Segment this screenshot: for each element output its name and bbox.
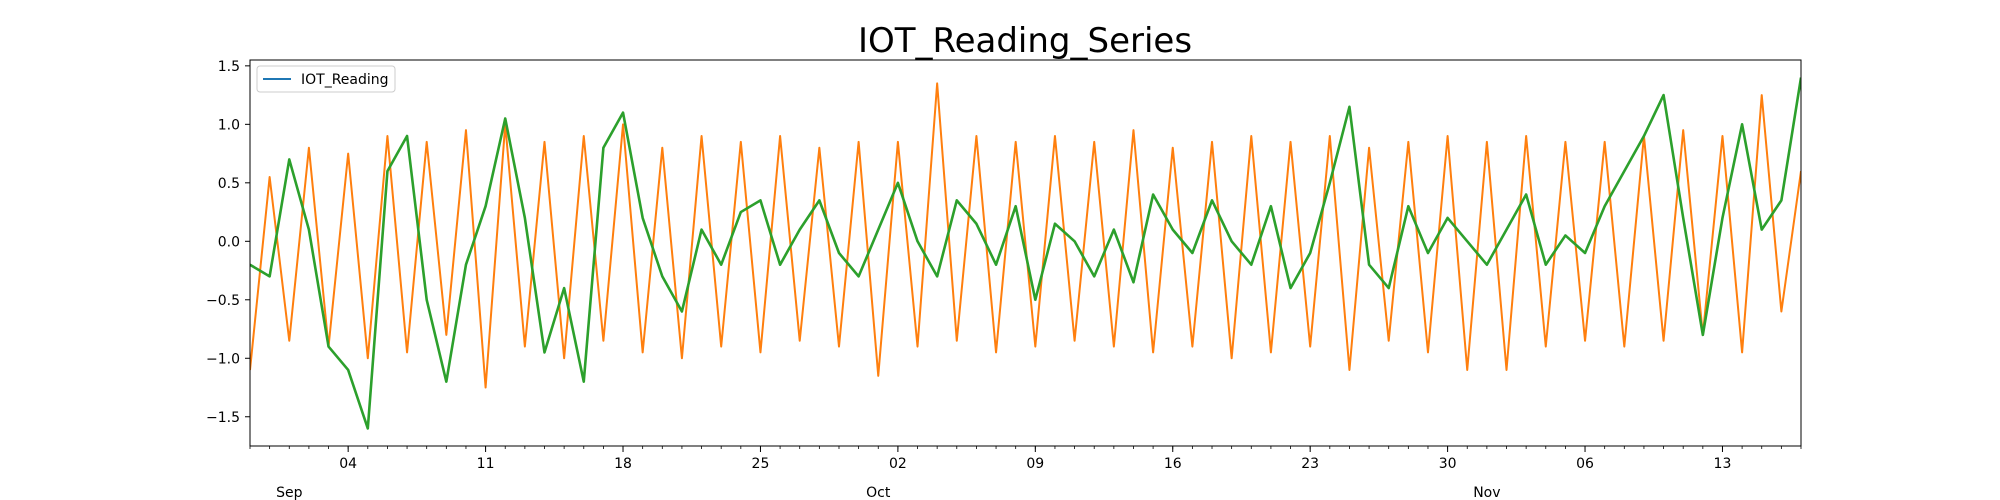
legend-label-iot-reading: IOT_Reading: [301, 72, 389, 88]
x-major-tick-label: Nov: [1473, 485, 1500, 500]
y-tick-label: −1.5: [206, 410, 240, 426]
axes-frame: [249, 59, 1802, 447]
x-tick-label: 23: [1301, 456, 1319, 472]
series-line-2: [250, 77, 1801, 430]
legend-box: [256, 65, 396, 93]
series-line-1: [250, 82, 1801, 389]
x-tick-label: 25: [752, 456, 770, 472]
y-tick-label: 0.5: [218, 176, 240, 192]
y-tick-label: 1.5: [218, 59, 240, 75]
x-tick-label: 09: [1026, 456, 1044, 472]
y-tick-label: 0.0: [218, 234, 240, 250]
x-major-tick-label: Oct: [866, 485, 891, 500]
y-tick-label: 1.0: [218, 117, 240, 133]
x-tick-label: 11: [477, 456, 495, 472]
x-tick-label: 30: [1439, 456, 1457, 472]
plot-area: [250, 77, 1801, 430]
x-tick-label: 18: [614, 456, 632, 472]
x-tick-label: 04: [339, 456, 357, 472]
y-tick-label: −1.0: [206, 351, 240, 367]
legend: IOT_Reading: [256, 65, 396, 93]
chart-title: IOT_Reading_Series: [858, 21, 1192, 61]
x-tick-label: 16: [1164, 456, 1182, 472]
x-tick-label: 02: [889, 456, 907, 472]
y-tick-label: −0.5: [206, 293, 240, 309]
x-tick-label: 13: [1714, 456, 1732, 472]
x-major-tick-label: Sep: [276, 485, 303, 500]
axes: 1.5 1.0 0.5 0.0 −0.5 −1.0 −1.5 04 11 18 25 02 09 16 23…: [206, 59, 1802, 500]
x-tick-label: 06: [1576, 456, 1594, 472]
